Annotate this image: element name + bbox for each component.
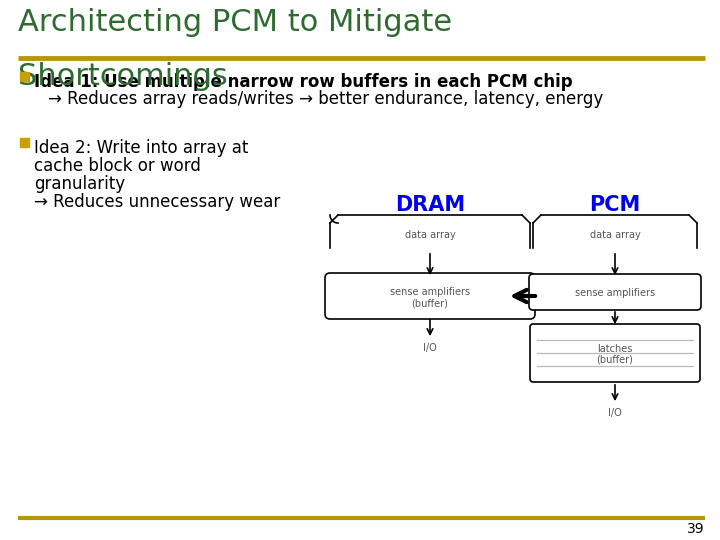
FancyBboxPatch shape xyxy=(529,274,701,310)
Text: I/O: I/O xyxy=(608,408,622,418)
Text: (buffer): (buffer) xyxy=(597,355,634,365)
Text: Idea 2: Write into array at: Idea 2: Write into array at xyxy=(34,139,248,157)
FancyBboxPatch shape xyxy=(530,324,700,382)
Text: cache block or word: cache block or word xyxy=(34,157,201,175)
Text: PCM: PCM xyxy=(590,195,641,215)
Text: → Reduces unnecessary wear: → Reduces unnecessary wear xyxy=(34,193,280,211)
Text: sense amplifiers: sense amplifiers xyxy=(390,287,470,297)
Text: Shortcomings: Shortcomings xyxy=(18,62,228,91)
FancyBboxPatch shape xyxy=(325,273,535,319)
Text: granularity: granularity xyxy=(34,175,125,193)
Bar xyxy=(20,72,29,81)
Text: Idea 1: Use multiple narrow row buffers in each PCM chip: Idea 1: Use multiple narrow row buffers … xyxy=(34,73,572,91)
Text: (buffer): (buffer) xyxy=(412,298,449,308)
Text: data array: data array xyxy=(405,230,455,240)
Text: I/O: I/O xyxy=(423,343,437,353)
Text: sense amplifiers: sense amplifiers xyxy=(575,288,655,298)
Text: latches: latches xyxy=(598,344,633,354)
Text: → Reduces array reads/writes → better endurance, latency, energy: → Reduces array reads/writes → better en… xyxy=(48,90,603,108)
Bar xyxy=(20,138,29,147)
Text: DRAM: DRAM xyxy=(395,195,465,215)
Text: data array: data array xyxy=(590,230,640,240)
Text: Architecting PCM to Mitigate: Architecting PCM to Mitigate xyxy=(18,8,452,37)
Text: 39: 39 xyxy=(688,522,705,536)
